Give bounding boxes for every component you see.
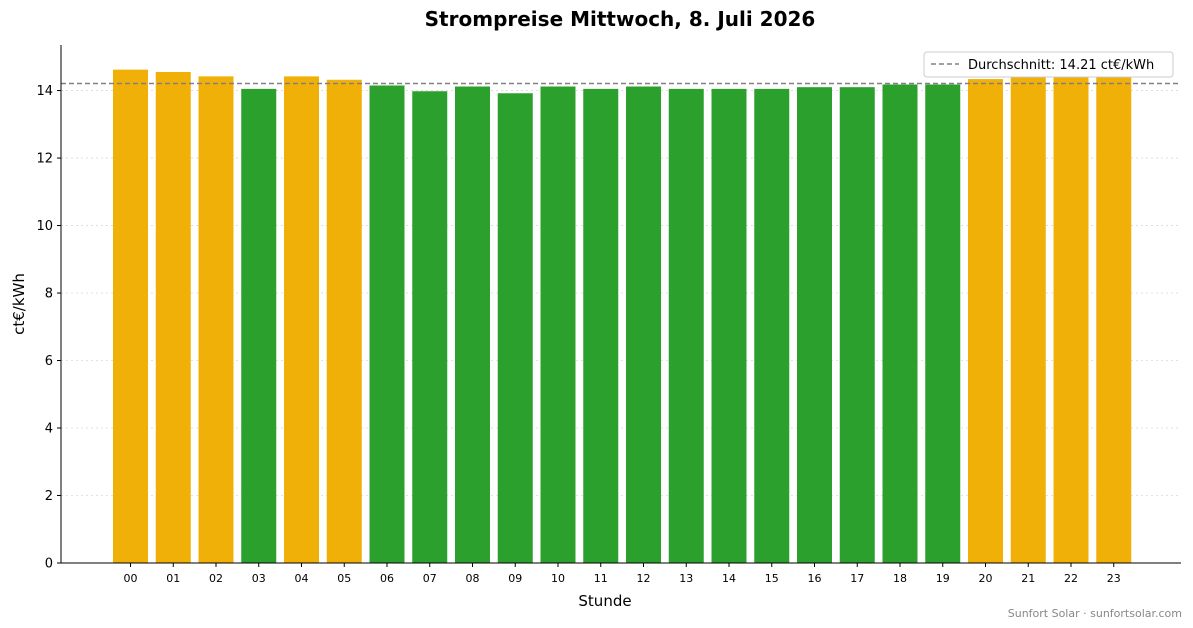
x-ticks: 00 01 02 03 04 05 06 07 08 09 10 11 12 13 14 15 16 17 18 19…	[124, 563, 1121, 585]
x-tick-label: 22	[1064, 572, 1078, 585]
x-tick-label: 08	[466, 572, 480, 585]
y-tick-label: 12	[36, 152, 53, 167]
x-tick-label: 04	[295, 572, 309, 585]
y-tick-label: 2	[45, 489, 53, 504]
x-tick-label: 10	[551, 572, 565, 585]
bar	[1053, 77, 1089, 564]
x-tick-label: 05	[337, 572, 351, 585]
bar	[198, 76, 234, 563]
x-tick-label: 18	[893, 572, 907, 585]
y-tick-label: 0	[45, 557, 53, 572]
y-tick-label: 8	[45, 287, 53, 302]
x-tick-label: 02	[209, 572, 223, 585]
bar	[155, 71, 191, 564]
bar	[583, 88, 619, 564]
x-tick-label: 14	[722, 572, 736, 585]
y-tick-label: 14	[36, 84, 53, 99]
x-tick-label: 03	[252, 572, 266, 585]
bar	[326, 79, 362, 564]
bar	[668, 88, 704, 564]
x-tick-label: 06	[380, 572, 394, 585]
bar	[497, 93, 533, 563]
bar	[113, 69, 148, 564]
bar	[455, 86, 490, 563]
x-tick-label: 23	[1107, 572, 1121, 585]
bar	[711, 88, 747, 564]
axes	[60, 45, 1181, 564]
y-tick-label: 10	[36, 219, 53, 234]
bars	[113, 69, 1132, 564]
x-tick-label: 11	[594, 572, 608, 585]
x-tick-label: 01	[166, 572, 180, 585]
bar	[369, 85, 405, 563]
y-tick-label: 6	[45, 354, 53, 369]
y-tick-label: 4	[45, 422, 53, 437]
x-tick-label: 16	[808, 572, 822, 585]
x-tick-label: 17	[850, 572, 864, 585]
x-tick-label: 07	[423, 572, 437, 585]
bar	[412, 91, 448, 563]
bar	[968, 79, 1003, 564]
bar	[1096, 76, 1132, 563]
legend-average-label: Durchschnitt: 14.21 ct€/kWh	[968, 58, 1154, 73]
legend: Durchschnitt: 14.21 ct€/kWh	[923, 51, 1174, 78]
y-axis-label: ct€/kWh	[10, 273, 28, 335]
x-axis-label: Stunde	[578, 592, 631, 610]
bar	[839, 87, 875, 564]
bar	[1010, 77, 1046, 564]
watermark: Sunfort Solar · sunfortsolar.com	[1008, 607, 1182, 620]
x-tick-label: 19	[936, 572, 950, 585]
bar	[797, 87, 832, 564]
bar	[626, 86, 661, 563]
bar	[754, 88, 790, 564]
y-ticks: 0 2 4 6 8 10 12 14	[36, 84, 61, 572]
x-tick-label: 09	[508, 572, 522, 585]
x-tick-label: 20	[979, 572, 993, 585]
x-tick-label: 12	[637, 572, 651, 585]
bar	[925, 84, 961, 564]
x-tick-label: 00	[124, 572, 138, 585]
x-tick-label: 15	[765, 572, 779, 585]
chart-title: Strompreise Mittwoch, 8. Juli 2026	[425, 7, 816, 31]
bar	[284, 76, 319, 563]
bar	[241, 88, 277, 564]
x-tick-label: 21	[1021, 572, 1035, 585]
legend-box	[923, 51, 1174, 78]
bar	[540, 86, 576, 563]
bar	[882, 84, 918, 564]
x-tick-label: 13	[679, 572, 693, 585]
